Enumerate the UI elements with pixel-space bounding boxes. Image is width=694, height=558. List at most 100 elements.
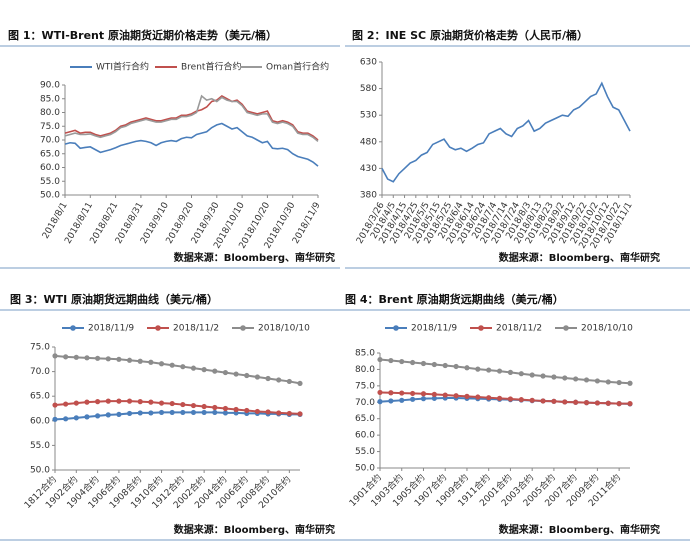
y-tick-label: 85.0 <box>355 349 375 359</box>
point <box>222 369 229 376</box>
point <box>464 365 470 371</box>
point <box>286 410 292 417</box>
point <box>518 371 524 377</box>
y-tick-label: 580 <box>360 84 377 94</box>
point <box>410 359 416 366</box>
point <box>95 413 101 419</box>
point <box>276 377 282 383</box>
point <box>297 380 303 387</box>
point <box>105 356 111 362</box>
y-tick-label: 70.0 <box>40 136 60 146</box>
point <box>627 380 633 386</box>
point <box>73 415 79 421</box>
point <box>137 399 143 405</box>
point <box>169 409 175 416</box>
point <box>169 400 175 407</box>
point <box>410 396 416 402</box>
point <box>605 379 611 385</box>
point <box>464 393 470 399</box>
point <box>222 410 229 416</box>
point <box>399 358 405 365</box>
point <box>518 397 524 403</box>
point <box>507 369 514 375</box>
legend-marker <box>155 325 161 331</box>
chart-title: 图 2：INE SC 原油期货价格走势（人民币/桶） <box>352 28 588 42</box>
point <box>244 372 250 379</box>
y-tick-label: 75.0 <box>30 343 50 353</box>
point <box>63 401 69 407</box>
point <box>63 354 69 360</box>
y-tick-label: 530 <box>360 111 377 121</box>
series-line <box>381 81 631 183</box>
point <box>551 398 557 404</box>
point <box>190 365 197 371</box>
point <box>496 368 503 374</box>
y-tick-label: 50.0 <box>355 464 375 474</box>
y-tick-label: 75.0 <box>40 122 60 132</box>
point <box>627 401 633 407</box>
point <box>158 409 165 416</box>
point <box>254 374 260 380</box>
point <box>420 396 427 402</box>
y-tick-label: 60.0 <box>40 163 60 173</box>
legend-marker <box>478 325 484 331</box>
y-tick-label: 80.0 <box>355 365 375 375</box>
legend-marker <box>393 325 399 331</box>
point <box>52 416 58 422</box>
point <box>265 375 271 382</box>
y-tick-label: 90.0 <box>40 81 60 91</box>
point <box>116 411 122 418</box>
point <box>399 397 405 403</box>
point <box>594 400 600 406</box>
point <box>148 399 154 405</box>
point <box>52 353 58 359</box>
point <box>254 408 260 415</box>
point <box>377 356 383 363</box>
point <box>431 391 437 397</box>
legend-label: 2018/11/2 <box>173 324 219 334</box>
y-tick-label: 65.0 <box>30 392 50 402</box>
legend-label: 2018/10/10 <box>258 324 310 334</box>
point <box>148 359 154 365</box>
y-tick-label: 60.0 <box>30 416 50 426</box>
point <box>233 406 239 413</box>
y-tick-label: 380 <box>360 191 377 201</box>
point <box>116 398 122 404</box>
point <box>158 400 165 406</box>
point <box>212 404 218 411</box>
point <box>486 395 492 401</box>
y-tick-label: 70.0 <box>355 398 375 408</box>
source-note: 数据来源：Bloomberg、南华研究 <box>174 251 335 264</box>
legend-marker <box>563 325 569 331</box>
y-tick-label: 55.0 <box>355 447 375 457</box>
point <box>496 395 503 401</box>
y-tick-label: 65.0 <box>40 149 60 159</box>
legend-marker <box>240 325 246 331</box>
y-tick-label: 430 <box>360 164 377 174</box>
source-note: 数据来源：Bloomberg、南华研究 <box>499 523 660 536</box>
point <box>475 394 481 400</box>
chart-title: 图 1：WTI-Brent 原油期货近期价格走势（美元/桶） <box>8 28 277 42</box>
point <box>212 409 218 416</box>
point <box>137 410 143 416</box>
y-tick-label: 55.0 <box>40 177 60 187</box>
point <box>616 379 622 386</box>
legend-label: 2018/11/9 <box>88 324 134 334</box>
y-tick-label: 75.0 <box>355 381 375 391</box>
y-tick-label: 50.0 <box>40 191 60 201</box>
point <box>276 410 282 416</box>
y-tick-label: 70.0 <box>30 367 50 377</box>
point <box>180 364 186 370</box>
point <box>190 409 197 416</box>
point <box>84 355 90 361</box>
point <box>420 360 427 367</box>
point <box>431 395 437 401</box>
point <box>244 407 250 414</box>
point <box>420 391 427 397</box>
point <box>126 410 133 417</box>
y-tick-label: 630 <box>360 58 377 68</box>
source-note: 数据来源：Bloomberg、南华研究 <box>499 251 660 264</box>
point <box>116 356 122 362</box>
y-tick-label: 55.0 <box>30 441 50 451</box>
